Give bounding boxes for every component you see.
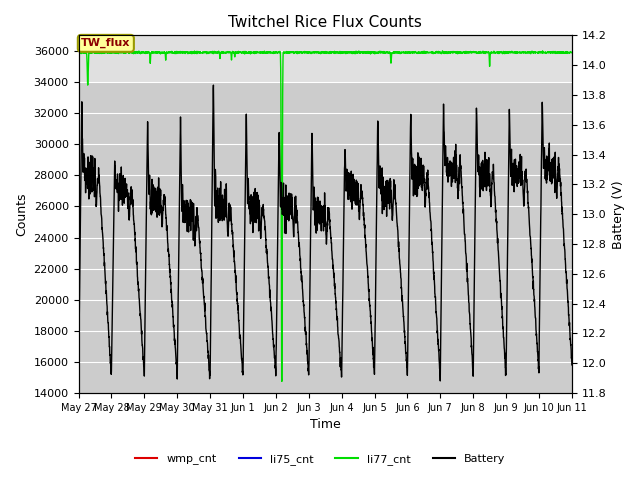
Legend: wmp_cnt, li75_cnt, li77_cnt, Battery: wmp_cnt, li75_cnt, li77_cnt, Battery (131, 450, 509, 469)
Text: TW_flux: TW_flux (81, 38, 131, 48)
Y-axis label: Counts: Counts (15, 192, 28, 236)
Y-axis label: Battery (V): Battery (V) (612, 180, 625, 249)
Title: Twitchel Rice Flux Counts: Twitchel Rice Flux Counts (228, 15, 422, 30)
Bar (79, 82, 572, 393)
X-axis label: Time: Time (310, 419, 340, 432)
